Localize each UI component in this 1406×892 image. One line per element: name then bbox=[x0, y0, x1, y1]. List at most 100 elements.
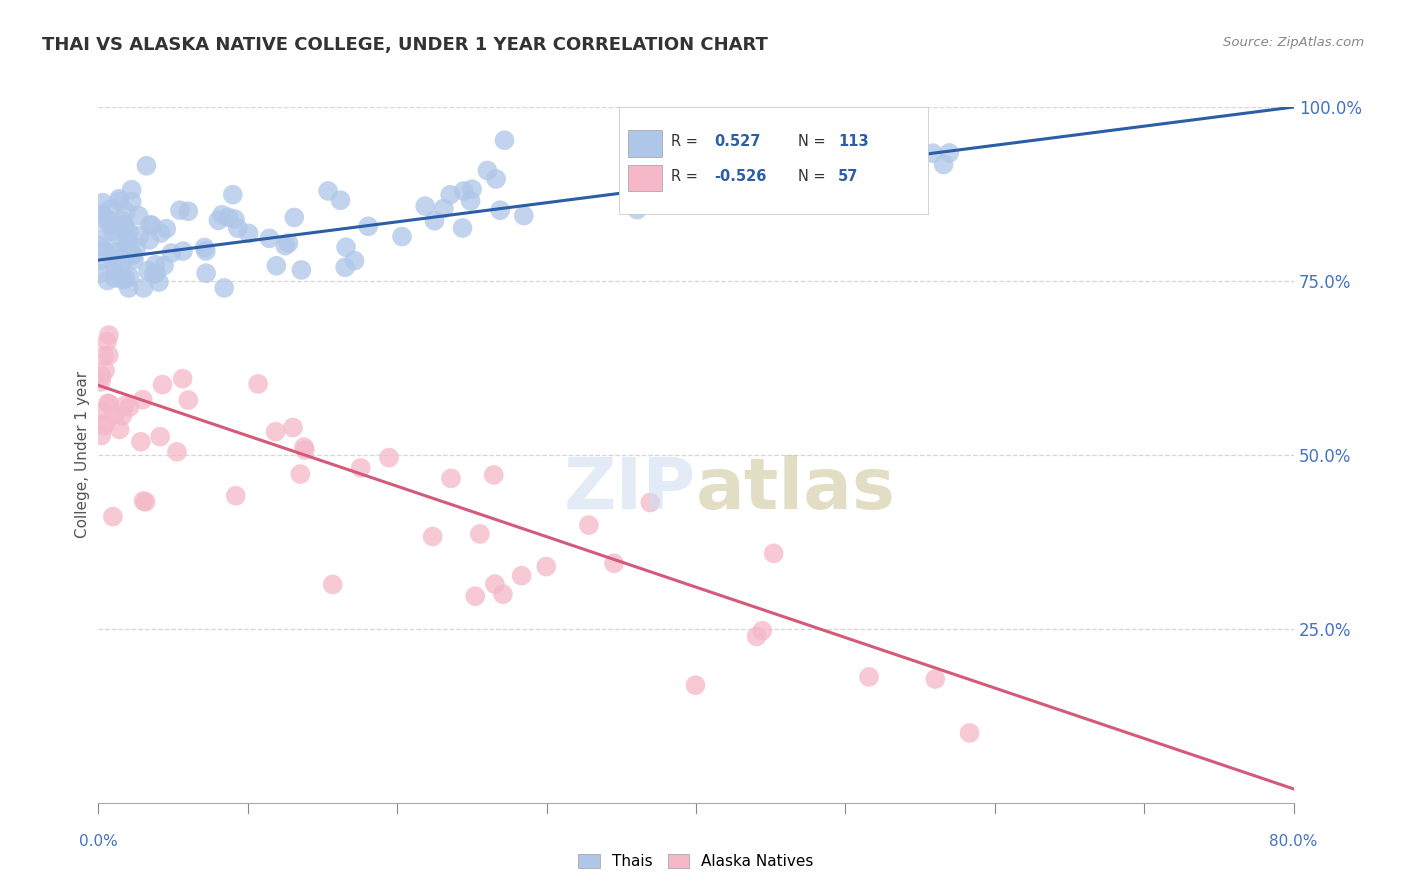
Point bbox=[172, 372, 194, 386]
Text: N =: N = bbox=[799, 135, 825, 149]
Point bbox=[101, 224, 124, 238]
Point bbox=[217, 211, 239, 225]
Point bbox=[98, 397, 121, 411]
Point bbox=[868, 114, 890, 128]
Point bbox=[94, 416, 117, 430]
Point bbox=[461, 182, 484, 196]
Point bbox=[122, 249, 145, 263]
Point bbox=[238, 227, 260, 241]
Point bbox=[316, 184, 339, 198]
Point bbox=[290, 263, 312, 277]
Point bbox=[122, 252, 145, 267]
Point bbox=[97, 328, 120, 343]
Point bbox=[90, 231, 112, 245]
Point bbox=[333, 260, 356, 275]
Point bbox=[93, 349, 115, 363]
Point bbox=[118, 226, 141, 240]
Point bbox=[152, 377, 174, 392]
Point bbox=[626, 202, 648, 217]
Point bbox=[172, 244, 194, 259]
Point bbox=[108, 259, 131, 273]
Point bbox=[433, 202, 456, 216]
Text: 113: 113 bbox=[838, 135, 869, 149]
Text: ZIP: ZIP bbox=[564, 455, 696, 524]
Bar bbox=[628, 130, 662, 157]
Point bbox=[828, 166, 851, 180]
Point bbox=[169, 203, 191, 218]
Point bbox=[114, 271, 136, 285]
Point bbox=[513, 209, 536, 223]
Point bbox=[89, 239, 111, 253]
Text: R =: R = bbox=[671, 135, 699, 149]
Point bbox=[335, 240, 357, 254]
Point bbox=[101, 254, 124, 268]
Point bbox=[104, 407, 127, 421]
Point bbox=[494, 133, 516, 147]
Point bbox=[292, 440, 315, 454]
Text: 0.527: 0.527 bbox=[714, 135, 761, 149]
Point bbox=[460, 194, 482, 208]
Point bbox=[482, 467, 505, 482]
Point bbox=[104, 264, 127, 278]
Point bbox=[90, 211, 112, 226]
Point bbox=[96, 334, 118, 349]
Point bbox=[143, 258, 166, 272]
Point bbox=[153, 259, 176, 273]
Point bbox=[924, 672, 946, 686]
Point bbox=[876, 115, 898, 129]
Point bbox=[129, 434, 152, 449]
Point bbox=[207, 213, 229, 227]
Point bbox=[90, 253, 112, 268]
Point bbox=[111, 409, 134, 423]
Point bbox=[118, 400, 141, 414]
Point bbox=[277, 235, 299, 250]
Point bbox=[938, 145, 960, 160]
Point bbox=[111, 273, 134, 287]
Text: -0.526: -0.526 bbox=[714, 169, 766, 184]
Point bbox=[139, 218, 162, 232]
Point bbox=[451, 221, 474, 235]
Point bbox=[111, 248, 134, 262]
Point bbox=[706, 146, 728, 161]
Point bbox=[195, 266, 218, 280]
Text: THAI VS ALASKA NATIVE COLLEGE, UNDER 1 YEAR CORRELATION CHART: THAI VS ALASKA NATIVE COLLEGE, UNDER 1 Y… bbox=[42, 36, 768, 54]
Point bbox=[132, 494, 155, 508]
Point bbox=[745, 629, 768, 643]
Point bbox=[135, 159, 157, 173]
Point bbox=[97, 212, 120, 227]
Point bbox=[121, 183, 143, 197]
Point bbox=[134, 495, 156, 509]
Text: Source: ZipAtlas.com: Source: ZipAtlas.com bbox=[1223, 36, 1364, 49]
Point bbox=[98, 217, 121, 231]
Point bbox=[91, 195, 114, 210]
Point bbox=[673, 181, 696, 195]
Point bbox=[290, 467, 312, 482]
Point bbox=[322, 577, 344, 591]
Bar bbox=[628, 165, 662, 192]
Point bbox=[603, 556, 626, 570]
Point bbox=[423, 214, 446, 228]
Text: 0.0%: 0.0% bbox=[79, 834, 118, 849]
Point bbox=[211, 208, 233, 222]
Point bbox=[413, 199, 436, 213]
Point bbox=[128, 228, 150, 243]
Point bbox=[224, 212, 246, 227]
Point bbox=[194, 240, 217, 254]
Point bbox=[194, 244, 217, 258]
Point bbox=[484, 577, 506, 591]
Point bbox=[114, 399, 136, 413]
Text: 80.0%: 80.0% bbox=[1270, 834, 1317, 849]
Point bbox=[858, 670, 880, 684]
Point bbox=[510, 568, 533, 582]
Point bbox=[932, 157, 955, 171]
Point bbox=[212, 281, 235, 295]
Point bbox=[132, 392, 155, 407]
Point bbox=[94, 244, 117, 258]
Point bbox=[115, 204, 138, 219]
Point bbox=[897, 131, 920, 145]
Text: R =: R = bbox=[671, 169, 699, 184]
Point bbox=[536, 559, 558, 574]
Point bbox=[762, 546, 785, 560]
Text: atlas: atlas bbox=[696, 455, 896, 524]
Point bbox=[103, 244, 125, 259]
